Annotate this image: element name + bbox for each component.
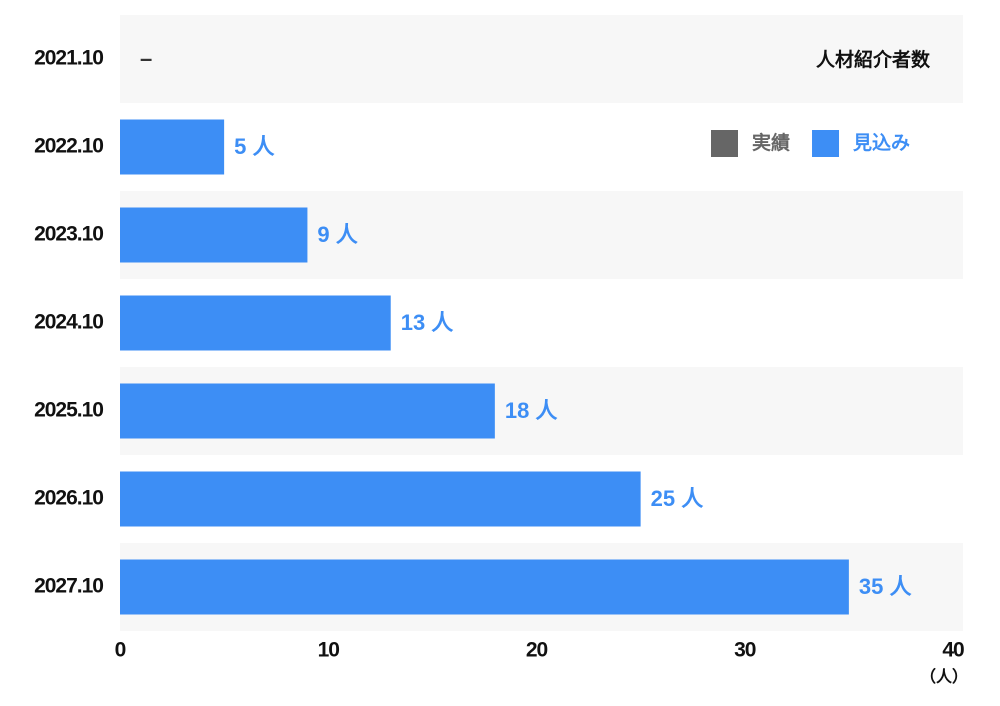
legend-swatch <box>812 130 840 157</box>
legend-label: 実績 <box>752 131 790 154</box>
bar <box>120 207 308 263</box>
legend-swatch <box>711 130 738 157</box>
y-tick-label: 2021.10 <box>34 47 103 70</box>
y-tick-label: 2023.10 <box>34 223 103 246</box>
x-tick-label: 10 <box>318 639 340 662</box>
x-tick-label: 20 <box>526 639 548 662</box>
bar <box>120 559 849 615</box>
y-tick-label: 2025.10 <box>34 399 103 422</box>
unit-label: （人） <box>920 668 968 686</box>
y-tick-label: 2027.10 <box>34 575 103 598</box>
legend-label: 見込み <box>853 132 910 154</box>
value-label: 25 人 <box>651 486 704 511</box>
value-label: 5 人 <box>234 134 274 159</box>
value-label: 18 人 <box>505 398 558 423</box>
value-label: – <box>140 46 152 71</box>
y-tick-label: 2022.10 <box>34 135 103 158</box>
value-label: 35 人 <box>859 574 912 599</box>
chart-title: 人材紹介者数 <box>816 48 931 71</box>
x-tick-label: 40 <box>942 639 964 662</box>
bar <box>120 383 495 439</box>
x-tick-label: 0 <box>115 639 126 662</box>
x-tick-label: 30 <box>734 639 756 662</box>
bar <box>120 471 641 527</box>
bar <box>120 119 225 175</box>
y-tick-label: 2024.10 <box>34 311 103 334</box>
value-label: 9 人 <box>317 222 357 247</box>
bar <box>120 295 391 351</box>
row-background <box>120 15 963 103</box>
y-tick-label: 2026.10 <box>34 487 103 510</box>
value-label: 13 人 <box>401 310 454 335</box>
